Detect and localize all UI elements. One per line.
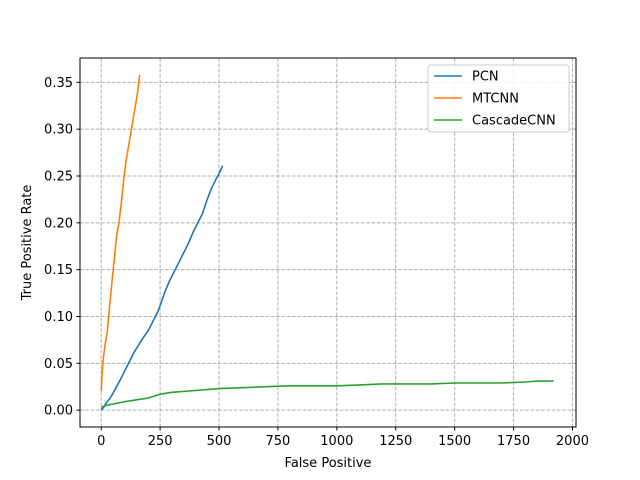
y-tick-label: 0.20	[44, 216, 73, 231]
plot-frame	[79, 57, 577, 428]
legend: PCN MTCNN CascadeCNN	[427, 64, 570, 133]
x-tick-label: 2000	[556, 434, 589, 449]
x-tick-label: 250	[148, 434, 173, 449]
x-tick-label: 1500	[438, 434, 471, 449]
legend-label: MTCNN	[472, 92, 519, 107]
series-line-cascadecnn	[100, 380, 554, 409]
x-tick-label: 500	[207, 434, 232, 449]
x-tick-label: 1250	[379, 434, 412, 449]
y-tick-label: 0.25	[44, 170, 73, 185]
y-tick-label: 0.15	[44, 263, 73, 278]
y-tick-label: 0.10	[44, 310, 73, 325]
y-tick-label: 0.35	[44, 76, 73, 91]
y-tick-label: 0.00	[44, 404, 73, 419]
x-tick-label: 0	[97, 434, 105, 449]
ticks-layer: 0 250 500 750 1000 1250 1500 1750 2000 0.00 0.05 0.…	[44, 76, 589, 449]
legend-label: PCN	[472, 70, 499, 85]
legend-label: CascadeCNN	[472, 114, 556, 129]
series-line-mtcnn	[100, 74, 141, 392]
grid-layer	[80, 58, 576, 427]
x-tick-label: 750	[266, 434, 291, 449]
series-line-pcn	[100, 165, 224, 411]
x-tick-label: 1000	[320, 434, 353, 449]
series-layer	[100, 74, 554, 411]
x-tick-label: 1750	[497, 434, 530, 449]
y-tick-label: 0.30	[44, 123, 73, 138]
x-axis-title: False Positive	[285, 456, 372, 471]
legend-box	[427, 64, 570, 133]
y-axis-title: True Positive Rate	[20, 185, 35, 302]
y-tick-label: 0.05	[44, 357, 73, 372]
